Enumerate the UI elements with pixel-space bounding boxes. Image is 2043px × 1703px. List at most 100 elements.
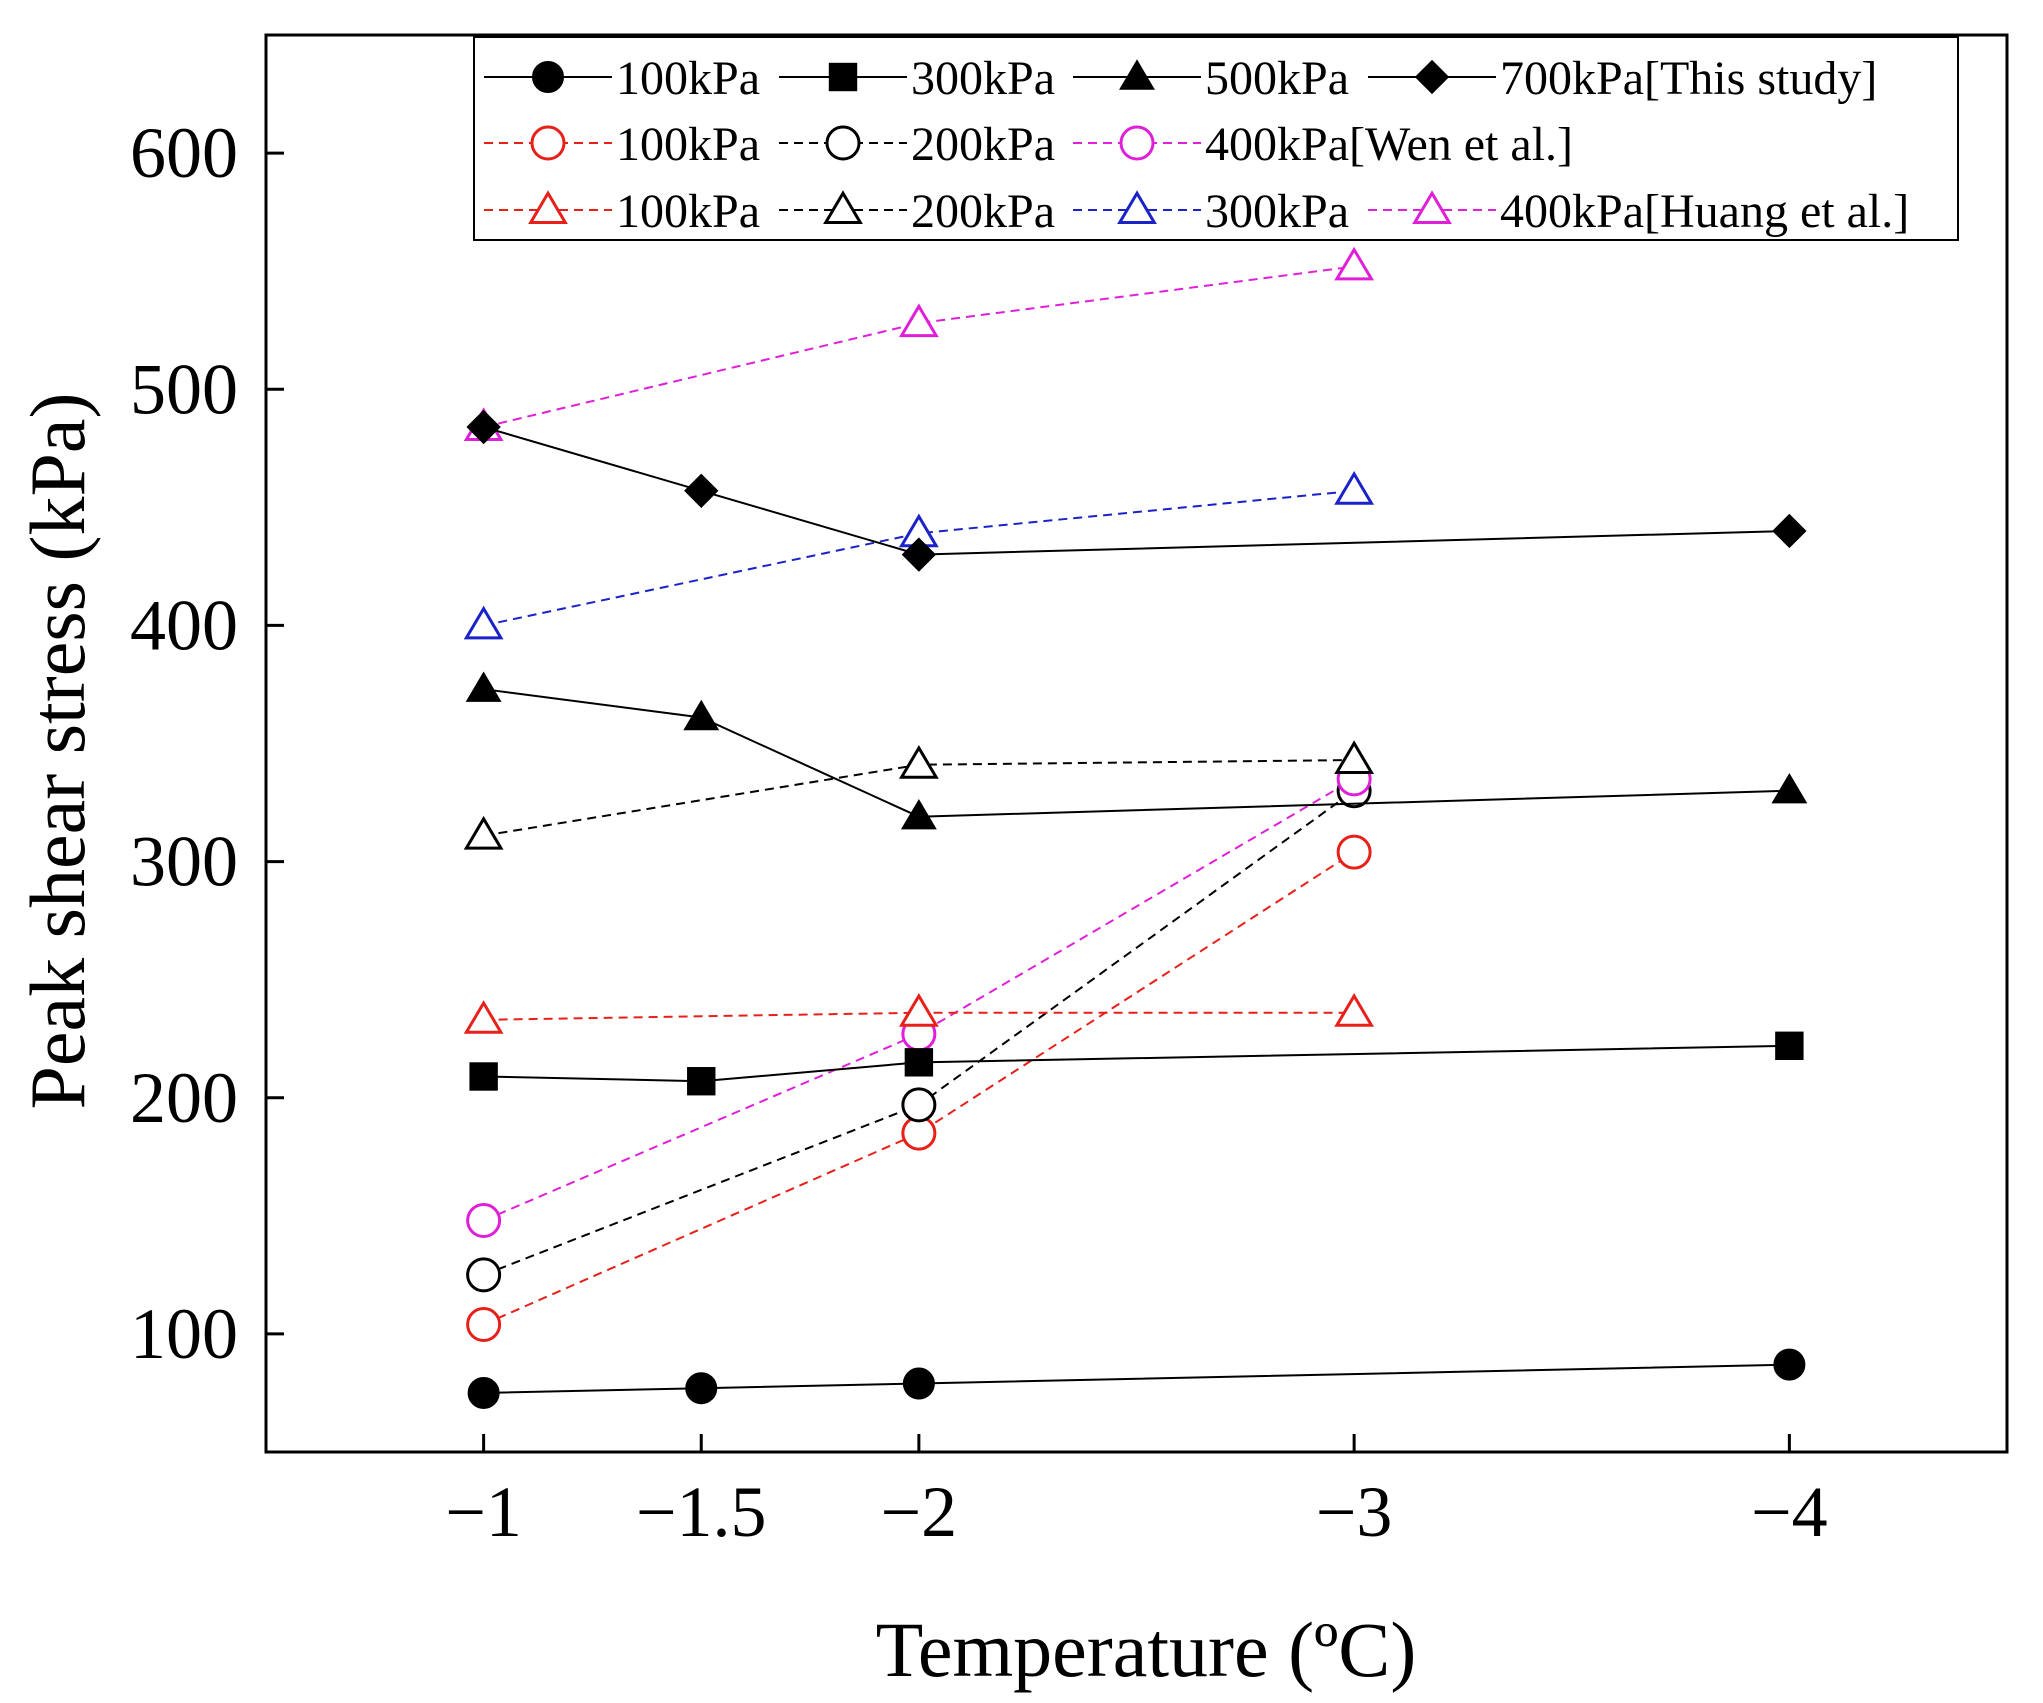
legend-label: 300kPa [1205, 185, 1349, 238]
data-point [684, 473, 719, 508]
series-this-study300kpa [469, 1031, 1804, 1096]
legend-marker [825, 125, 861, 161]
legend-marker [1119, 125, 1155, 161]
legend-label: 100kPa [616, 52, 760, 105]
data-point [898, 992, 939, 1027]
data-point [1771, 773, 1808, 804]
y-tick-label: 200 [130, 1058, 238, 1138]
legend-label: 100kPa [616, 118, 760, 171]
legend-marker [1414, 59, 1450, 95]
x-tick-label: −2 [881, 1472, 958, 1552]
plot-frame [264, 33, 2009, 1454]
series-line [483, 1363, 1790, 1394]
legend-marker [530, 125, 566, 161]
data-point [466, 1306, 502, 1342]
data-point [901, 1087, 937, 1123]
y-tick-label: 300 [130, 822, 238, 902]
x-tick-label: −3 [1316, 1472, 1393, 1552]
y-axis-label: Peak shear stress (kPa) [14, 393, 101, 1110]
data-point [1773, 1348, 1806, 1381]
legend-marker [528, 190, 568, 224]
series-this-study100kpa [467, 1348, 1806, 1409]
data-point [463, 1000, 504, 1034]
x-tick-label: −1.5 [636, 1472, 767, 1552]
y-tick-label: 100 [130, 1294, 238, 1374]
data-point [687, 1067, 716, 1096]
data-point [465, 671, 502, 702]
x-axis-label: Temperature (ºC) [876, 1606, 1417, 1693]
data-point [1775, 1031, 1804, 1060]
data-point [466, 1203, 502, 1239]
legend-item: 400kPa[Huang et al.] [1368, 185, 1909, 238]
series-line [483, 426, 1790, 556]
legend-item: 200kPa [779, 185, 1055, 238]
data-point [685, 1372, 718, 1405]
legend-marker [828, 62, 858, 92]
legend-label: 200kPa [911, 118, 1055, 171]
series-wen-et-al-400kpa [466, 761, 1372, 1239]
series-wen-et-al-100kpa [466, 834, 1372, 1342]
data-point [901, 537, 937, 572]
ticks-layer: 100 200 300 400 500 600 −1 −1.5 −2 −3 −4 [130, 113, 1828, 1552]
data-point [898, 303, 939, 338]
legend-marker [1117, 190, 1157, 224]
data-point [683, 699, 720, 731]
data-point [467, 1376, 500, 1409]
legend-item: 500kPa [1073, 52, 1349, 105]
legend-item: 100kPa [484, 52, 760, 105]
legend-label: 100kPa [616, 185, 760, 238]
x-tick-label: −4 [1751, 1472, 1828, 1552]
data-point [1334, 992, 1375, 1027]
legend-label: 400kPa[Wen et al.] [1205, 118, 1573, 171]
legend-item: 100kPa [484, 118, 760, 171]
data-point [466, 1257, 502, 1293]
series-huang-et-al-100kpa [463, 992, 1375, 1034]
data-point [900, 798, 937, 830]
data-point [1334, 740, 1375, 775]
series-line [483, 688, 1790, 818]
data-point [1334, 246, 1375, 281]
data-point [1336, 834, 1372, 870]
series-huang-et-al-200kpa [463, 740, 1375, 850]
legend-marker [532, 61, 564, 93]
legend-item: 400kPa[Wen et al.] [1073, 118, 1573, 171]
data-point [466, 409, 501, 445]
y-tick-label: 600 [130, 113, 238, 193]
series-line [483, 489, 1355, 627]
data-point [1334, 471, 1375, 505]
series-this-study500kpa [465, 671, 1808, 830]
legend-marker [1412, 190, 1452, 224]
series-layer [463, 246, 1808, 1409]
legend-item: 300kPa [1073, 185, 1349, 238]
data-point [902, 1367, 935, 1400]
legend-item: 200kPa [779, 118, 1055, 171]
legend-label: 300kPa [911, 52, 1055, 105]
legend-label: 400kPa[Huang et al.] [1500, 185, 1909, 238]
series-line [483, 265, 1355, 429]
data-point [463, 605, 504, 640]
y-tick-label: 500 [130, 349, 238, 429]
data-point [469, 1062, 498, 1091]
legend-box [473, 36, 1959, 241]
legend: 100kPa 300kPa 500kPa 700kPa[This study] 100k… [473, 36, 1959, 241]
legend-item: 100kPa [484, 185, 760, 238]
legend-label: 500kPa [1205, 52, 1349, 105]
data-point [898, 745, 939, 779]
legend-marker [823, 190, 863, 224]
data-point [463, 815, 504, 850]
legend-label: 200kPa [911, 185, 1055, 238]
legend-item: 700kPa[This study] [1368, 52, 1877, 105]
data-point [1772, 513, 1807, 549]
legend-marker [1119, 59, 1155, 90]
legend-item: 300kPa [779, 52, 1055, 105]
series-line [483, 1044, 1790, 1083]
data-point [904, 1048, 934, 1077]
series-this-study700kpa [466, 409, 1807, 572]
legend-label: 700kPa[This study] [1500, 52, 1877, 105]
x-tick-label: −1 [445, 1472, 522, 1552]
y-tick-label: 400 [130, 585, 238, 665]
series-line [483, 851, 1355, 1326]
